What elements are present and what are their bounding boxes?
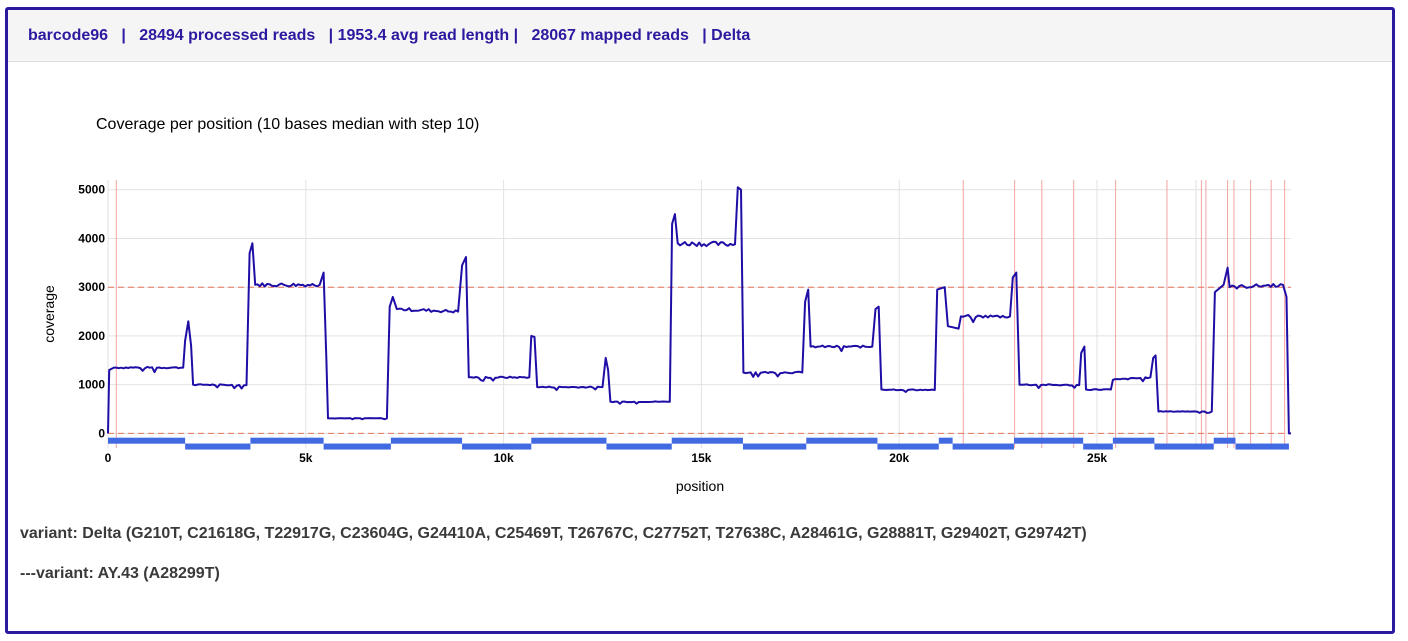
coverage-series [107,186,1291,435]
chart-title: Coverage per position (10 bases median w… [96,116,479,133]
amplicon-pool1-6 [938,437,953,444]
y-tick-label-2: 2000 [78,329,105,343]
summary-header: barcode96 | 28494 processed reads | 1953… [8,10,1392,62]
amplicon-pool2-3 [606,443,672,450]
x-tick-label-3: 15k [691,451,711,465]
summary-text: barcode96 | 28494 processed reads | 1953… [28,27,751,44]
amplicon-track [108,437,1289,450]
threshold-lines-layer [108,286,1291,434]
x-tick-label-5: 25k [1087,451,1107,465]
amplicon-pool2-7 [1083,443,1113,450]
amplicon-pool2-9 [1235,443,1289,450]
amplicon-pool2-2 [462,443,532,450]
x-tick-label-0: 0 [105,451,112,465]
x-tick-label-4: 20k [889,451,909,465]
y-tick-label-1: 1000 [78,378,105,392]
amplicon-pool1-7 [1013,437,1084,444]
amplicon-pool2-5 [877,443,939,450]
amplicon-pool2-8 [1154,443,1214,450]
amplicon-pool1-1 [250,437,324,444]
variant-sub: ---variant: AY.43 (A28299T) [20,565,220,582]
x-axis-label: position [676,478,724,494]
amplicon-pool1-8 [1112,437,1155,444]
y-tick-label-4: 4000 [78,231,105,245]
amplicon-pool1-9 [1213,437,1236,444]
amplicon-pool2-0 [185,443,251,450]
y-axis-label: coverage [41,285,57,343]
grid-layer [107,180,1291,448]
amplicon-pool1-2 [390,437,463,444]
variant-lines-layer [115,180,1286,448]
y-axis: 0 1000 2000 3000 4000 5000 [78,183,105,441]
x-axis: 0 5k 10k 15k 20k 25k [105,451,1108,465]
y-tick-label-0: 0 [98,426,105,440]
amplicon-pool1-0 [108,437,186,444]
amplicon-pool1-4 [671,437,743,444]
report-card: barcode96 | 28494 processed reads | 1953… [5,7,1395,634]
amplicon-pool2-6 [952,443,1014,450]
amplicon-pool2-4 [742,443,807,450]
amplicon-pool2-1 [323,443,391,450]
y-tick-label-5: 5000 [78,183,105,197]
coverage-line-0 [107,186,1291,435]
x-tick-label-1: 5k [299,451,313,465]
coverage-chart: Coverage per position (10 bases median w… [41,116,1291,494]
x-tick-label-2: 10k [494,451,514,465]
y-tick-label-3: 3000 [78,280,105,294]
variant-main: variant: Delta (G210T, C21618G, T22917G,… [20,525,1087,542]
amplicon-pool1-5 [806,437,878,444]
amplicon-pool1-3 [531,437,607,444]
